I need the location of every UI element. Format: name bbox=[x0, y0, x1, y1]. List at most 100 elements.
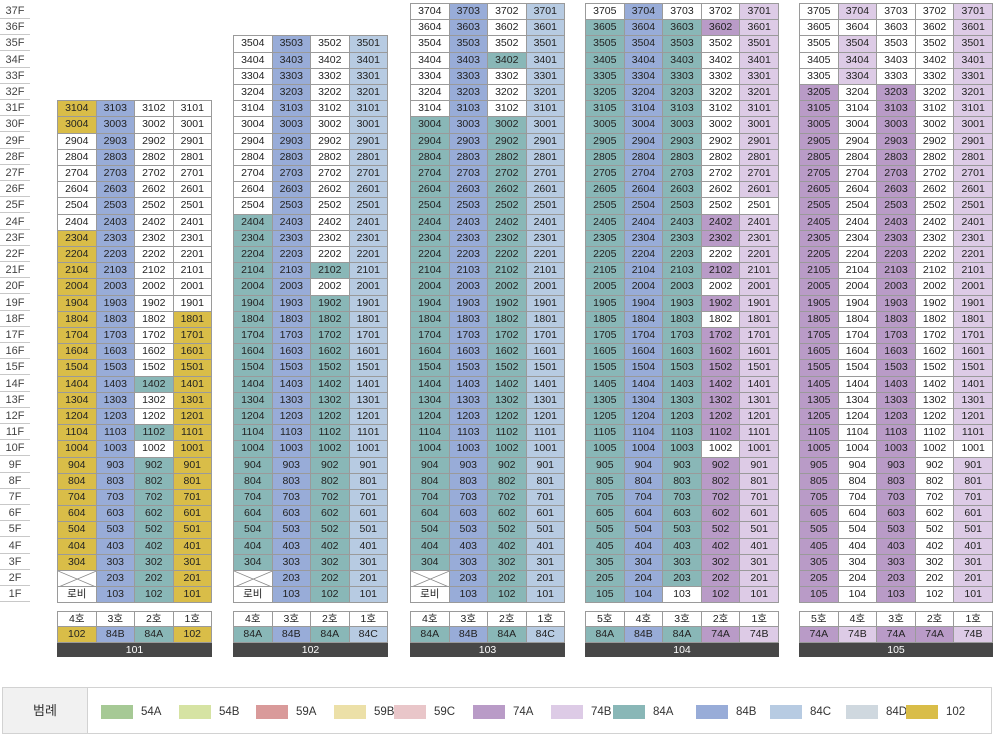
unit-cell: 3102 bbox=[914, 100, 955, 118]
unit-cell: 102 bbox=[310, 586, 350, 604]
legend-swatch bbox=[473, 705, 505, 719]
unit-cell: 1701 bbox=[739, 327, 779, 345]
unit-cell: 1702 bbox=[310, 327, 350, 345]
unit-cell: 2204 bbox=[837, 246, 878, 264]
floor-label: 16F bbox=[0, 343, 30, 360]
floor-label: 33F bbox=[0, 68, 30, 84]
unit-cell: 403 bbox=[876, 537, 916, 555]
unit-cell: 1302 bbox=[134, 391, 174, 409]
unit-cell: 3501 bbox=[525, 35, 565, 53]
unit-cell: 2103 bbox=[448, 262, 488, 280]
unit-cell: 1504 bbox=[57, 359, 97, 377]
unit-cell: 1704 bbox=[233, 327, 273, 345]
unit-cell: 2701 bbox=[172, 165, 212, 183]
unit-cell: 3402 bbox=[310, 51, 350, 69]
unit-cell: 401 bbox=[953, 537, 993, 555]
unit-cell: 2102 bbox=[310, 262, 350, 280]
unit-cell: 2401 bbox=[953, 213, 993, 231]
unit-number-label: 3호 bbox=[662, 611, 702, 627]
unit-cell: 1501 bbox=[739, 359, 779, 377]
no-unit-cell bbox=[57, 570, 97, 588]
unit-cell: 703 bbox=[271, 489, 311, 507]
unit-cell: 3402 bbox=[487, 51, 527, 69]
unit-type-label: 102 bbox=[57, 626, 97, 643]
unit-cell: 1503 bbox=[662, 359, 702, 377]
unit-type-label: 84A bbox=[487, 626, 527, 643]
unit-cell: 1402 bbox=[134, 375, 174, 393]
unit-cell: 2201 bbox=[739, 246, 779, 264]
unit-cell: 2903 bbox=[876, 132, 916, 150]
unit-cell: 2702 bbox=[134, 165, 174, 183]
unit-cell: 205 bbox=[585, 570, 625, 588]
unit-cell: 2604 bbox=[233, 181, 273, 199]
unit-cell: 303 bbox=[662, 553, 702, 571]
unit-cell: 301 bbox=[172, 553, 212, 571]
unit-cell: 2904 bbox=[837, 132, 878, 150]
unit-cell: 2402 bbox=[134, 213, 174, 231]
unit-cell: 2004 bbox=[623, 278, 664, 296]
unit-cell: 1503 bbox=[876, 359, 916, 377]
unit-cell: 2104 bbox=[233, 262, 273, 280]
unit-cell: 2001 bbox=[348, 278, 388, 296]
floor-label: 30F bbox=[0, 116, 30, 133]
unit-cell: 1904 bbox=[410, 294, 450, 312]
unit-cell: 1602 bbox=[310, 343, 350, 361]
unit-cell: 1105 bbox=[799, 424, 839, 442]
unit-cell: 3601 bbox=[739, 19, 779, 37]
unit-cell: 3004 bbox=[233, 116, 273, 134]
unit-cell: 1601 bbox=[739, 343, 779, 361]
unit-cell: 3004 bbox=[410, 116, 450, 134]
unit-cell: 1102 bbox=[700, 424, 741, 442]
unit-cell: 105 bbox=[799, 586, 839, 604]
unit-cell: 202 bbox=[134, 570, 174, 588]
unit-cell: 1104 bbox=[57, 424, 97, 442]
unit-type-label: 84A bbox=[134, 626, 174, 643]
unit-cell: 602 bbox=[310, 505, 350, 523]
unit-cell: 2103 bbox=[662, 262, 702, 280]
lobby-cell: 로비 bbox=[57, 586, 97, 604]
unit-cell: 2402 bbox=[700, 213, 741, 231]
unit-cell: 404 bbox=[233, 537, 273, 555]
unit-cell: 1205 bbox=[585, 408, 625, 426]
unit-cell: 1704 bbox=[837, 327, 878, 345]
unit-cell: 404 bbox=[57, 537, 97, 555]
unit-cell: 3101 bbox=[525, 100, 565, 118]
unit-cell: 704 bbox=[837, 489, 878, 507]
unit-cell: 3502 bbox=[310, 35, 350, 53]
unit-cell: 1201 bbox=[953, 408, 993, 426]
floor-label: 15F bbox=[0, 359, 30, 376]
unit-cell: 2501 bbox=[953, 197, 993, 215]
unit-cell: 3101 bbox=[953, 100, 993, 118]
legend-label: 84D bbox=[886, 706, 908, 718]
unit-cell: 304 bbox=[410, 553, 450, 571]
unit-cell: 3401 bbox=[525, 51, 565, 69]
unit-cell: 2304 bbox=[233, 229, 273, 247]
floor-label: 8F bbox=[0, 473, 30, 489]
unit-cell: 103 bbox=[271, 586, 311, 604]
unit-cell: 1501 bbox=[172, 359, 212, 377]
unit-cell: 1504 bbox=[233, 359, 273, 377]
unit-cell: 2002 bbox=[134, 278, 174, 296]
unit-cell: 2502 bbox=[134, 197, 174, 215]
unit-cell: 1303 bbox=[271, 391, 311, 409]
unit-cell: 1805 bbox=[585, 310, 625, 328]
unit-cell: 1102 bbox=[310, 424, 350, 442]
unit-cell: 2103 bbox=[95, 262, 135, 280]
unit-cell: 904 bbox=[57, 456, 97, 474]
unit-cell: 604 bbox=[837, 505, 878, 523]
unit-cell: 2402 bbox=[310, 213, 350, 231]
unit-cell: 1204 bbox=[57, 408, 97, 426]
unit-cell: 402 bbox=[700, 537, 741, 555]
unit-cell: 604 bbox=[233, 505, 273, 523]
unit-cell: 904 bbox=[410, 456, 450, 474]
unit-cell: 2603 bbox=[662, 181, 702, 199]
unit-cell: 2203 bbox=[876, 246, 916, 264]
legend: 범례 54A 54B 59A 59B 59C 74A 74B 84A 84B 84C 84D 102 bbox=[2, 687, 992, 734]
unit-cell: 2102 bbox=[700, 262, 741, 280]
unit-cell: 2401 bbox=[348, 213, 388, 231]
unit-cell: 1201 bbox=[739, 408, 779, 426]
unit-cell: 3103 bbox=[95, 100, 135, 118]
unit-cell: 1004 bbox=[57, 440, 97, 458]
unit-cell: 1301 bbox=[739, 391, 779, 409]
unit-cell: 204 bbox=[837, 570, 878, 588]
